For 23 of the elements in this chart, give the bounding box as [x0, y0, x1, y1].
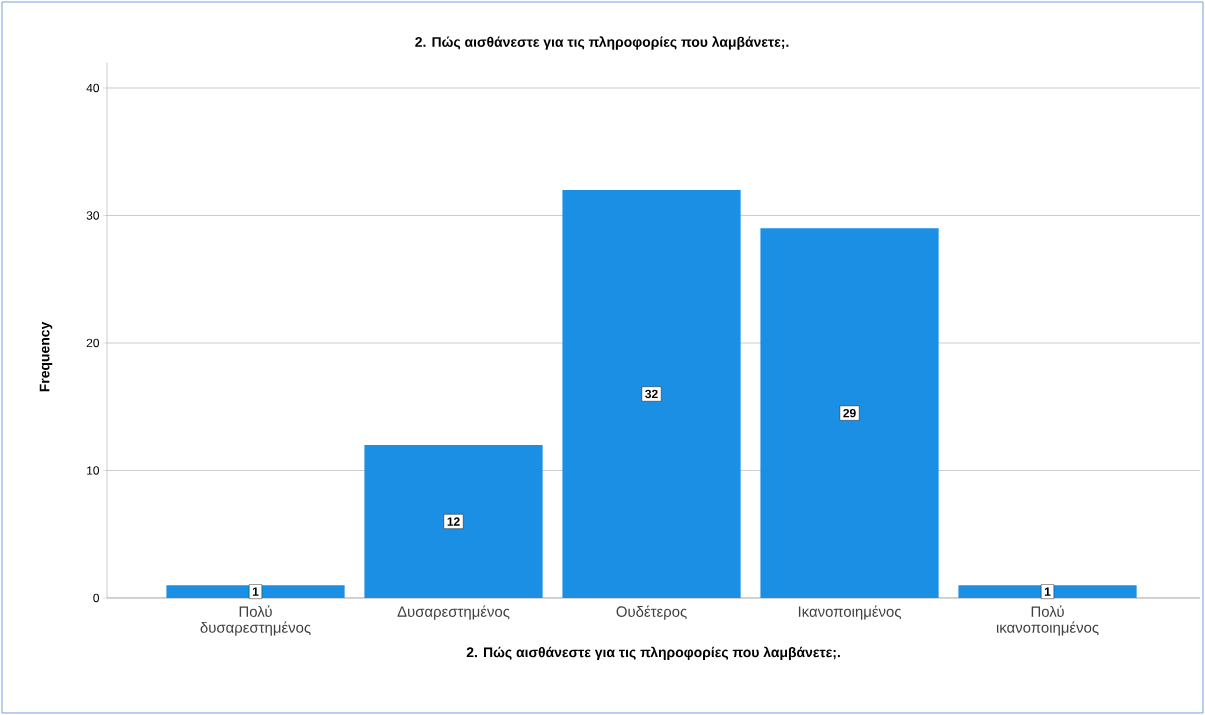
- data-label: 32: [645, 389, 658, 399]
- bar: [364, 444, 543, 598]
- y-tick-label: 20: [86, 338, 100, 348]
- bar: [562, 189, 741, 598]
- data-label: 1: [1044, 587, 1051, 596]
- bar: [760, 228, 939, 598]
- x-tick-label: Δυσαρεστημένος: [397, 605, 510, 620]
- y-tick-label: 30: [86, 211, 100, 220]
- y-tick-label: 0: [93, 593, 100, 603]
- x-axis-title: 2. Πώς αισθάνεστε για τις πληροφορίες που λαμβάνετε;.: [466, 646, 840, 660]
- data-label: 12: [447, 517, 460, 526]
- data-label: 1: [252, 587, 259, 596]
- x-tick-label: Πολύ δυσαρεστημένος: [200, 605, 311, 636]
- y-tick-label: 40: [86, 83, 100, 93]
- chart-title: 2. Πώς αισθάνεστε για τις πληροφορίες που λαμβάνετε;.: [415, 36, 789, 50]
- bar: [166, 585, 345, 598]
- x-tick-label: Ουδέτερος: [616, 605, 687, 620]
- data-label: 29: [843, 408, 856, 418]
- y-tick-label: 10: [87, 466, 100, 475]
- y-axis-title: Frequency: [39, 321, 53, 392]
- bar: [958, 585, 1137, 598]
- x-tick-label: Πολύ ικανοποιημένος: [996, 605, 1099, 636]
- x-tick-label: Ικανοποιημένος: [798, 605, 902, 620]
